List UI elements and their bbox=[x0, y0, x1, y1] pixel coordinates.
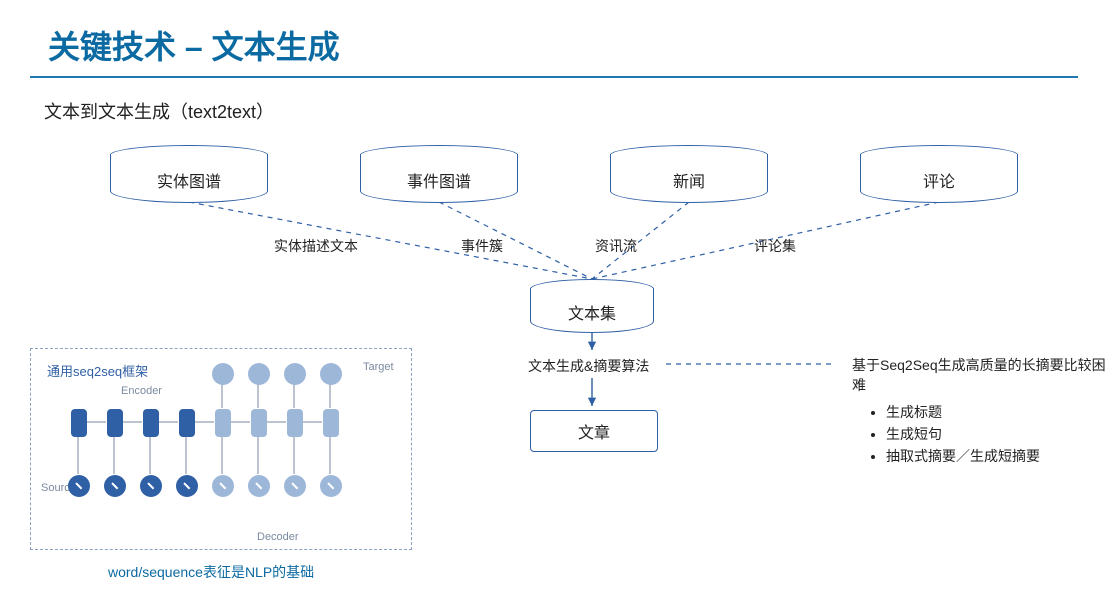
cyl-label: 事件图谱 bbox=[407, 168, 471, 192]
seq-hidden-node bbox=[287, 409, 303, 437]
seq-hidden-node bbox=[179, 409, 195, 437]
seq-hidden-node bbox=[323, 409, 339, 437]
note-text: 基于Seq2Seq生成高质量的长摘要比较困难 bbox=[852, 355, 1108, 395]
seq-source-node bbox=[248, 475, 270, 497]
seq-label-decoder: Decoder bbox=[257, 531, 299, 543]
seq-target-node bbox=[284, 363, 306, 385]
seq-source-node bbox=[176, 475, 198, 497]
bottom-caption: word/sequence表征是NLP的基础 bbox=[108, 562, 314, 582]
seq2seq-panel: 通用seq2seq框架 EncoderDecoderSourceTarget bbox=[30, 348, 412, 550]
seq-source-node bbox=[212, 475, 234, 497]
seq-label-encoder: Encoder bbox=[121, 385, 162, 397]
seq-source-node bbox=[68, 475, 90, 497]
seq-source-node bbox=[320, 475, 342, 497]
source-cylinder-event: 事件图谱 bbox=[360, 154, 518, 202]
edge-label-entity: 实体描述文本 bbox=[274, 236, 358, 256]
seq-target-node bbox=[212, 363, 234, 385]
source-cylinder-comment: 评论 bbox=[860, 154, 1018, 202]
seq-hidden-node bbox=[251, 409, 267, 437]
box-label: 文章 bbox=[578, 419, 610, 443]
cyl-label: 评论 bbox=[923, 168, 955, 192]
subtitle: 文本到文本生成（text2text） bbox=[44, 98, 274, 124]
seq-hidden-node bbox=[107, 409, 123, 437]
seq-target-node bbox=[248, 363, 270, 385]
edge-label-comment: 评论集 bbox=[754, 236, 796, 256]
seq-hidden-node bbox=[143, 409, 159, 437]
cyl-label: 实体图谱 bbox=[157, 168, 221, 192]
seq-source-node bbox=[284, 475, 306, 497]
seq-hidden-node bbox=[215, 409, 231, 437]
edge-label-event: 事件簇 bbox=[461, 236, 503, 256]
cyl-label: 文本集 bbox=[568, 300, 616, 324]
title-underline bbox=[30, 76, 1078, 78]
output-box-article: 文章 bbox=[530, 410, 658, 452]
seq-source-node bbox=[104, 475, 126, 497]
bullet-item: 生成标题 bbox=[886, 402, 1040, 422]
seq2seq-title: 通用seq2seq框架 bbox=[47, 361, 148, 380]
edge-label-news: 资讯流 bbox=[595, 236, 637, 256]
source-cylinder-entity: 实体图谱 bbox=[110, 154, 268, 202]
source-cylinder-news: 新闻 bbox=[610, 154, 768, 202]
slide-title: 关键技术 – 文本生成 bbox=[48, 22, 340, 68]
bullet-item: 抽取式摘要／生成短摘要 bbox=[886, 446, 1040, 466]
seq-label-target: Target bbox=[363, 361, 394, 373]
bullets-block: 生成标题生成短句抽取式摘要／生成短摘要 bbox=[868, 400, 1040, 468]
seq-source-node bbox=[140, 475, 162, 497]
cyl-label: 新闻 bbox=[673, 168, 705, 192]
bullet-item: 生成短句 bbox=[886, 424, 1040, 444]
center-cylinder-textset: 文本集 bbox=[530, 288, 654, 332]
seq-hidden-node bbox=[71, 409, 87, 437]
algo-label: 文本生成&摘要算法 bbox=[528, 356, 649, 376]
seq-target-node bbox=[320, 363, 342, 385]
